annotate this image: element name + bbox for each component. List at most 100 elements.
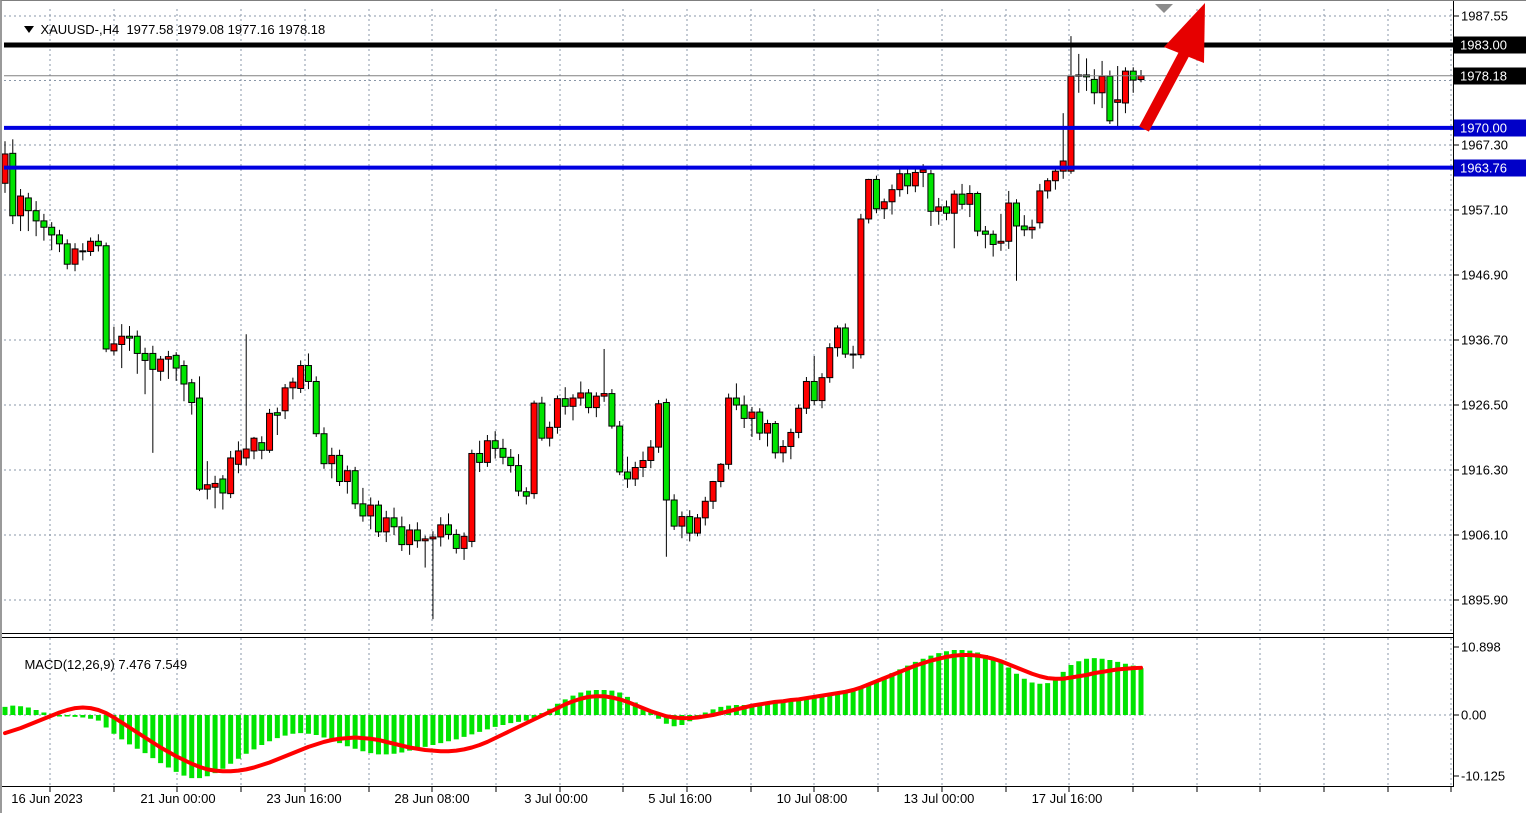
ohlc-readout: 1977.58 1979.08 1977.16 1978.18 <box>126 22 326 37</box>
candle-body <box>592 395 600 409</box>
macd-bar <box>33 710 39 715</box>
macd-bar <box>803 696 809 715</box>
macd-bar <box>220 715 226 769</box>
macd-signal-line <box>3 653 1143 774</box>
price-pane[interactable] <box>2 1 1454 637</box>
candle-body <box>927 173 935 212</box>
macd-bar <box>189 715 195 779</box>
candle-wicks-group <box>4 36 1142 620</box>
candle-body <box>71 248 79 265</box>
chart-shift-marker-icon[interactable] <box>1155 4 1173 13</box>
macd-bar <box>1099 658 1105 715</box>
price-axis[interactable]: 1987.55 1967.30 1957.10 1946.90 1936.70 1926.… <box>1454 1 1526 813</box>
time-label-28-Jun-08-00: 28 Jun 08:00 <box>394 791 470 806</box>
macd-bar <box>640 707 646 715</box>
macd-bar <box>601 690 607 715</box>
pane-separator-top[interactable] <box>2 633 1454 634</box>
macd-bar <box>251 715 257 750</box>
candle-body <box>336 454 344 483</box>
candle-body <box>219 478 227 494</box>
candle-body <box>740 404 748 419</box>
price-badge-1963.76: 1963.76 <box>1454 159 1526 177</box>
candle-body <box>468 452 476 542</box>
macd-bar <box>80 715 86 718</box>
macd-tick-0.00: 0.00 <box>1461 707 1487 723</box>
macd-bar <box>889 673 895 715</box>
candle-body <box>460 535 468 549</box>
macd-bar <box>477 715 483 732</box>
macd-bar <box>446 715 452 742</box>
macd-bar <box>181 715 187 776</box>
time-label-3-Jul-00-00: 3 Jul 00:00 <box>524 791 588 806</box>
time-axis[interactable]: 16 Jun 2023 21 Jun 00:00 23 Jun 16:00 28 Ju… <box>2 787 1526 813</box>
candle-body <box>1067 75 1075 172</box>
price-badge-1970.00: 1970.00 <box>1454 119 1526 137</box>
current-price-badge: 1978.18 <box>1454 67 1526 85</box>
candle-body <box>289 381 297 389</box>
candle-body <box>942 206 950 214</box>
candle-body <box>896 173 904 191</box>
candle-body <box>196 397 204 490</box>
candle-body <box>522 491 530 497</box>
macd-bar <box>741 705 747 715</box>
macd-bar <box>1122 663 1128 715</box>
macd-bar <box>305 715 311 734</box>
price-tick-1946.90: 1946.90 <box>1461 267 1508 283</box>
macd-bar <box>827 693 833 715</box>
macd-bar <box>570 695 576 715</box>
macd-bar <box>298 715 304 734</box>
candle-body <box>802 380 810 409</box>
macd-bar <box>165 715 171 768</box>
macd-bar <box>399 715 405 753</box>
candle-body <box>686 516 694 534</box>
candle-body <box>950 193 958 214</box>
trend-arrow[interactable] <box>1139 3 1205 132</box>
candle-body <box>1051 170 1059 182</box>
macd-bar <box>1091 658 1097 715</box>
macd-bar <box>352 715 358 749</box>
macd-bar <box>967 650 973 715</box>
macd-bar <box>516 715 522 722</box>
price-tick-1895.90: 1895.90 <box>1461 592 1508 608</box>
candle-body <box>483 440 491 463</box>
candle-body <box>725 397 733 465</box>
macd-bar <box>18 706 24 715</box>
macd-bar <box>780 701 786 715</box>
candle-body <box>172 354 180 369</box>
candle-body <box>55 234 63 245</box>
macd-bar <box>951 650 957 715</box>
candle-body <box>40 220 48 228</box>
macd-bar <box>796 698 802 715</box>
macd-bar <box>197 715 203 779</box>
macd-bar <box>10 705 16 715</box>
candle-body <box>413 529 421 542</box>
macd-bar <box>360 715 366 752</box>
macd-bar <box>1138 668 1144 715</box>
candle-body <box>515 465 523 492</box>
price-grid-vertical <box>49 9 1452 633</box>
macd-pane[interactable] <box>2 637 1454 787</box>
macd-bar <box>648 712 654 715</box>
macd-bar <box>204 715 210 777</box>
candle-body <box>273 412 281 416</box>
candle-body <box>530 402 538 495</box>
macd-bar <box>282 715 288 736</box>
candle-body <box>709 481 717 502</box>
price-tick-1957.10: 1957.10 <box>1461 202 1508 218</box>
candle-body <box>538 402 546 439</box>
macd-bar <box>150 715 156 759</box>
candle-body <box>1036 190 1044 224</box>
macd-bar <box>1045 683 1051 715</box>
macd-bar <box>508 715 514 724</box>
candle-body <box>865 178 873 220</box>
macd-header: MACD(12,26,9) 7.476 7.549 <box>10 642 187 687</box>
candle-body <box>320 433 328 465</box>
candle-body <box>149 352 157 370</box>
levels-group[interactable] <box>4 42 1453 170</box>
macd-bar <box>344 715 350 747</box>
collapse-indicator-icon[interactable] <box>24 26 35 33</box>
macd-values-label: 7.476 7.549 <box>118 657 188 672</box>
candle-body <box>911 171 919 187</box>
candle-body <box>390 517 398 528</box>
candle-body <box>491 440 499 449</box>
